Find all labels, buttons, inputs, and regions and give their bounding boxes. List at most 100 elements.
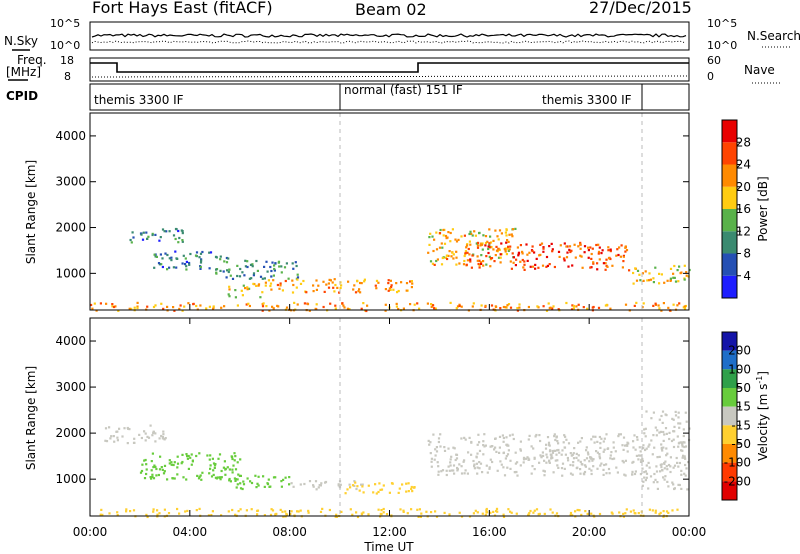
vel-echo-cell bbox=[217, 457, 220, 460]
power-echo-cell bbox=[529, 265, 532, 268]
power-echo-cell bbox=[200, 259, 203, 262]
power-echo-cell bbox=[227, 270, 230, 274]
power-echo-cell bbox=[597, 252, 600, 255]
power-echo-cell bbox=[269, 265, 272, 269]
vel-echo-cell bbox=[645, 464, 648, 467]
power-echo-cell bbox=[466, 243, 469, 246]
vel-echo-cell bbox=[281, 510, 284, 513]
vel-echo-cell bbox=[195, 509, 198, 512]
vel-echo-cell bbox=[538, 461, 541, 464]
power-echo-cell bbox=[294, 261, 297, 264]
vel-echo-band bbox=[290, 480, 364, 491]
power-colorbar-tick-label: 4 bbox=[743, 269, 751, 283]
vel-echo-cell bbox=[170, 463, 173, 466]
power-echo-cell bbox=[511, 252, 514, 255]
vel-echo-cell bbox=[602, 450, 605, 453]
vel-echo-cell bbox=[239, 508, 242, 511]
vel-echo-cell bbox=[385, 513, 389, 516]
vel-echo-cell bbox=[528, 434, 531, 437]
vel-echo-cell bbox=[448, 469, 451, 472]
vel-echo-cell bbox=[467, 451, 470, 454]
vel-echo-cell bbox=[176, 455, 179, 458]
power-echo-cell bbox=[601, 249, 604, 252]
y-tick-label: 3000 bbox=[55, 175, 86, 189]
power-echo-cell bbox=[607, 246, 610, 249]
power-echo-cell bbox=[214, 255, 218, 258]
vel-echo-cell bbox=[236, 461, 239, 464]
power-echo-cell bbox=[225, 256, 228, 260]
power-echo-cell bbox=[680, 271, 683, 274]
power-echo-cell bbox=[397, 307, 400, 311]
vel-echo-cell bbox=[227, 510, 230, 513]
power-echo-cell bbox=[528, 251, 531, 254]
power-echo-cell bbox=[678, 265, 681, 268]
vel-echo-cell bbox=[643, 471, 646, 474]
power-echo-cell bbox=[658, 307, 661, 310]
power-echo-cell bbox=[223, 305, 226, 308]
vel-echo-cell bbox=[598, 453, 601, 456]
vel-echo-cell bbox=[609, 457, 612, 460]
power-echo-cell bbox=[597, 250, 601, 253]
power-echo-cell bbox=[485, 255, 488, 258]
vel-echo-cell bbox=[143, 477, 147, 480]
power-echo-cell bbox=[172, 234, 176, 237]
vel-echo-cell bbox=[508, 434, 512, 437]
vel-echo-cell bbox=[476, 466, 479, 469]
vel-echo-cell bbox=[659, 511, 662, 514]
power-echo-cell bbox=[500, 232, 503, 235]
vel-echo-cell bbox=[116, 430, 119, 433]
vel-echo-cell bbox=[563, 446, 566, 449]
power-echo-cell bbox=[160, 263, 163, 266]
vel-echo-cell bbox=[214, 463, 217, 466]
vel-echo-cell bbox=[673, 425, 676, 428]
vel-echo-cell bbox=[664, 427, 668, 430]
vel-echo-cell bbox=[147, 436, 151, 439]
vel-echo-cell bbox=[379, 488, 382, 491]
vel-echo-cell bbox=[437, 473, 440, 476]
vel-echo-cell bbox=[344, 492, 347, 495]
power-echo-cell bbox=[111, 305, 114, 308]
vel-echo-cell bbox=[622, 512, 625, 515]
vel-echo-cell bbox=[623, 473, 626, 476]
power-echo-cell bbox=[480, 243, 484, 246]
vel-echo-cell bbox=[212, 469, 215, 472]
power-echo-cell bbox=[460, 305, 463, 308]
power-colorbar-label: Power [dB] bbox=[756, 176, 770, 241]
vel-echo-cell bbox=[624, 444, 627, 447]
vel-echo-cell bbox=[443, 511, 446, 514]
vel-echo-cell bbox=[232, 464, 235, 467]
vel-echo-cell bbox=[191, 460, 194, 463]
power-echo-cell bbox=[442, 228, 445, 232]
power-echo-cell bbox=[499, 307, 502, 310]
vel-echo-cell bbox=[684, 457, 687, 460]
power-echo-cell bbox=[489, 241, 493, 244]
vel-echo-cell bbox=[649, 475, 653, 478]
vel-echo-cell bbox=[172, 463, 175, 467]
power-echo-cell bbox=[685, 271, 688, 274]
vel-echo-cell bbox=[639, 454, 642, 457]
power-echo-cell bbox=[519, 260, 522, 263]
power-echo-band bbox=[227, 282, 264, 299]
vel-echo-cell bbox=[263, 514, 266, 517]
power-echo-cell bbox=[460, 235, 463, 238]
vel-echo-cell bbox=[236, 478, 239, 481]
power-echo-cell bbox=[255, 284, 258, 287]
power-echo-cell bbox=[565, 245, 568, 248]
vel-echo-cell bbox=[234, 513, 237, 516]
power-echo-cell bbox=[392, 288, 395, 291]
power-echo-cell bbox=[505, 241, 508, 244]
power-echo-cell bbox=[409, 280, 412, 283]
vel-echo-cell bbox=[598, 512, 602, 516]
power-echo-cell bbox=[416, 302, 419, 305]
power-echo-cell bbox=[188, 263, 191, 266]
power-echo-cell bbox=[639, 279, 642, 282]
power-echo-cell bbox=[489, 235, 492, 238]
power-echo-cell bbox=[533, 251, 536, 254]
vel-echo-cell bbox=[157, 473, 160, 477]
power-echo-cell bbox=[362, 302, 365, 305]
power-echo-cell bbox=[542, 247, 545, 250]
power-echo-cell bbox=[427, 251, 430, 254]
vel-echo-cell bbox=[553, 433, 556, 436]
vel-echo-cell bbox=[639, 460, 643, 463]
power-echo-cell bbox=[212, 305, 215, 308]
